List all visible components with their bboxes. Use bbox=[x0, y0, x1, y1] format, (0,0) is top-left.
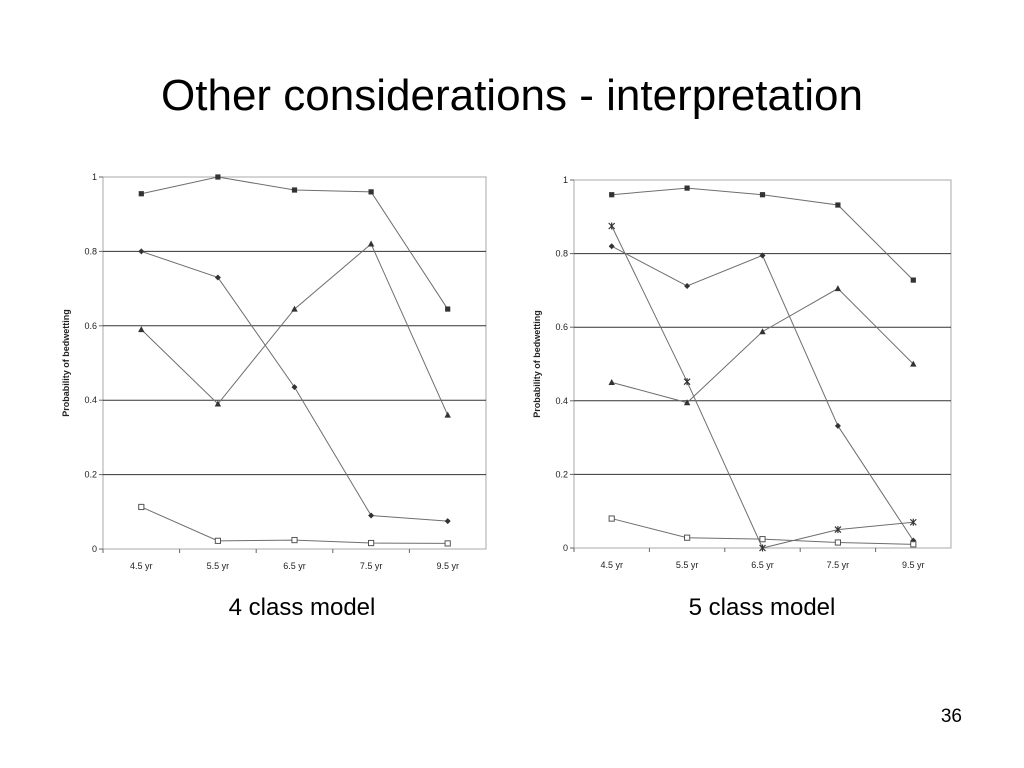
chart-5-class-series-1-line bbox=[611, 187, 914, 281]
chart-5-class-series-4-point bbox=[683, 378, 691, 386]
chart-5-class-series-5-point bbox=[910, 541, 917, 548]
chart-5-class-series-1-point bbox=[609, 192, 615, 198]
chart-4-class-y-tick-label: 0.2 bbox=[84, 470, 97, 480]
caption-5-class-model: 5 class model bbox=[688, 594, 836, 621]
chart-5-class-series-2-point bbox=[684, 282, 691, 289]
chart-4-class-series-2-point bbox=[214, 274, 221, 281]
chart-4-class-y-tick-label: 0.4 bbox=[84, 395, 97, 405]
chart-4-class-series-1-point bbox=[368, 189, 374, 195]
chart-5-class-series-4-point bbox=[834, 526, 842, 534]
page-number: 36 bbox=[940, 706, 962, 727]
chart-5-class-series-5-point bbox=[608, 515, 615, 522]
chart-4-class-y-tick-label: 1 bbox=[92, 172, 97, 182]
chart-5-class-y-tick-label: 0.8 bbox=[555, 249, 568, 259]
chart-4-class-series-4-point bbox=[214, 537, 222, 544]
chart-5-class-series-4-line bbox=[611, 225, 914, 549]
chart-5-class-series-2-point bbox=[759, 252, 766, 259]
chart-4-class-series-3-point bbox=[291, 305, 298, 312]
chart-5-class-series-2-line bbox=[611, 245, 914, 541]
chart-4-class-series-2-point bbox=[444, 518, 451, 525]
chart-4-class-y-axis-title: Probability of bedwetting bbox=[62, 309, 71, 417]
chart-5-class-series-5-point bbox=[684, 534, 691, 541]
chart-4-class-series-3-point bbox=[138, 326, 145, 333]
chart-4-class-x-tick-label: 9.5 yr bbox=[436, 561, 459, 571]
chart-5-class-series-5-point bbox=[834, 539, 841, 546]
chart-5-class-series-1-point bbox=[684, 185, 690, 191]
chart-4-class-series-1-point bbox=[138, 191, 144, 197]
chart-5-class-series-5-point bbox=[759, 536, 766, 543]
chart-5-class-series-3-point bbox=[834, 285, 842, 292]
chart-4-class-x-tick-label: 5.5 yr bbox=[207, 561, 230, 571]
chart-5-class-x-tick-label: 9.5 yr bbox=[902, 560, 925, 570]
chart-4-class-y-tick-label: 0.8 bbox=[84, 246, 97, 256]
caption-4-class-model: 4 class model bbox=[228, 594, 376, 621]
chart-4-class-model: 0 0.2 0.4 0.6 0.8 1 4.5 yr 5.5 yr 6.5 yr 7.5 yr 9.… bbox=[62, 172, 487, 571]
chart-4-class-series-2-point bbox=[138, 248, 145, 255]
chart-5-class-series-1-point bbox=[759, 192, 766, 198]
chart-5-class-series-3-point bbox=[608, 379, 615, 385]
chart-4-class-y-tick-label: 0.6 bbox=[84, 321, 97, 331]
chart-5-class-series-3-point bbox=[910, 360, 917, 367]
chart-4-class-series-4-point bbox=[138, 503, 145, 511]
chart-4-class-series-1-line bbox=[141, 176, 449, 310]
chart-5-class-series-4-point bbox=[909, 518, 917, 526]
chart-4-class-series-4-point bbox=[444, 540, 451, 547]
chart-5-class-series-4-point bbox=[608, 222, 616, 230]
chart-5-class-y-tick-label: 0.6 bbox=[555, 322, 568, 332]
chart-5-class-plot-frame bbox=[573, 179, 952, 549]
chart-4-class-series-2-point bbox=[291, 384, 298, 391]
chart-5-class-y-tick-label: 1 bbox=[563, 175, 568, 185]
chart-5-class-series-1-point bbox=[835, 202, 841, 208]
chart-4-class-series-1-point bbox=[445, 306, 451, 312]
chart-5-class-series-3-point bbox=[683, 399, 691, 406]
chart-5-class-x-tick-label: 6.5 yr bbox=[751, 560, 774, 570]
chart-4-class-series-3-point bbox=[214, 400, 222, 407]
chart-4-class-plot-frame bbox=[102, 176, 487, 550]
chart-5-class-series-2-point bbox=[608, 243, 615, 250]
chart-4-class-series-3-point bbox=[367, 240, 375, 247]
chart-5-class-y-tick-label: 0.4 bbox=[555, 396, 568, 406]
chart-5-class-series-3-point bbox=[759, 328, 766, 335]
slide-title: Other considerations - interpretation bbox=[161, 71, 863, 120]
chart-5-class-y-tick-label: 0 bbox=[563, 543, 568, 553]
chart-5-class-series-1-point bbox=[910, 277, 916, 283]
chart-5-class-model: 0 0.2 0.4 0.6 0.8 1 4.5 yr 5.5 yr 6.5 yr 7.5 yr 9.… bbox=[532, 175, 952, 570]
chart-4-class-series-1-point bbox=[215, 174, 221, 180]
chart-5-class-series-4-point bbox=[759, 544, 766, 552]
chart-4-class-x-tick-label: 6.5 yr bbox=[283, 561, 306, 571]
chart-4-class-series-4-point bbox=[291, 536, 298, 544]
chart-5-class-series-2-point bbox=[834, 422, 841, 429]
chart-5-class-series-3-line bbox=[611, 287, 914, 404]
chart-5-class-x-tick-label: 7.5 yr bbox=[827, 560, 850, 570]
chart-4-class-series-2-point bbox=[368, 512, 375, 519]
chart-4-class-series-1-point bbox=[291, 187, 298, 193]
chart-4-class-x-tick-label: 7.5 yr bbox=[360, 561, 383, 571]
chart-4-class-x-tick-label: 4.5 yr bbox=[130, 561, 153, 571]
chart-4-class-y-tick-label: 0 bbox=[92, 544, 97, 554]
chart-5-class-y-tick-label: 0.2 bbox=[555, 469, 568, 479]
chart-5-class-x-tick-label: 4.5 yr bbox=[600, 560, 623, 570]
chart-4-class-series-4-point bbox=[368, 539, 375, 547]
chart-5-class-x-tick-label: 5.5 yr bbox=[676, 560, 699, 570]
chart-4-class-series-3-point bbox=[444, 411, 451, 418]
chart-5-class-y-axis-title: Probability of bedwetting bbox=[532, 310, 542, 418]
